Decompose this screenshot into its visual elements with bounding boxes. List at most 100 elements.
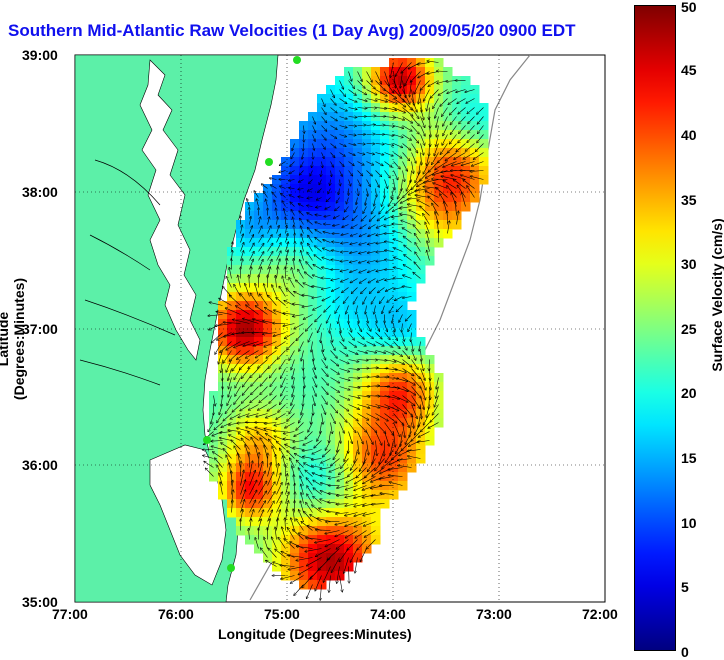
velocity-cell	[470, 193, 480, 203]
velocity-cell	[380, 301, 390, 311]
velocity-cell	[218, 400, 228, 410]
velocity-cell	[272, 184, 282, 194]
velocity-cell	[380, 283, 390, 293]
velocity-cell	[371, 508, 381, 518]
velocity-cell	[344, 283, 354, 293]
velocity-cell	[434, 391, 444, 401]
velocity-cell	[335, 256, 345, 266]
velocity-cell	[245, 481, 255, 491]
velocity-cell	[290, 175, 300, 185]
velocity-cell	[434, 400, 444, 410]
velocity-cell	[227, 355, 237, 365]
velocity-cell	[425, 85, 435, 95]
velocity-cell	[443, 211, 453, 221]
velocity-cell	[407, 175, 417, 185]
velocity-cell	[317, 256, 327, 266]
velocity-cell	[290, 409, 300, 419]
velocity-cell	[263, 499, 273, 509]
velocity-cell	[281, 535, 291, 545]
velocity-cell	[272, 193, 282, 203]
velocity-cell	[299, 256, 309, 266]
velocity-cell	[425, 247, 435, 257]
velocity-cell	[416, 76, 426, 86]
velocity-cell	[245, 499, 255, 509]
velocity-cell	[290, 301, 300, 311]
velocity-cell	[263, 265, 273, 275]
velocity-cell	[281, 409, 291, 419]
velocity-cell	[362, 220, 372, 230]
velocity-cell	[281, 166, 291, 176]
velocity-cell	[317, 526, 327, 536]
velocity-cell	[254, 409, 264, 419]
velocity-cell	[371, 526, 381, 536]
velocity-cell	[335, 193, 345, 203]
velocity-cell	[398, 238, 408, 248]
velocity-cell	[218, 463, 228, 473]
radar-station	[265, 158, 273, 166]
velocity-cell	[326, 472, 336, 482]
velocity-cell	[479, 139, 489, 149]
velocity-cell	[461, 193, 471, 203]
velocity-cell	[317, 499, 327, 509]
velocity-cell	[272, 436, 282, 446]
velocity-cell	[299, 337, 309, 347]
velocity-cell	[344, 211, 354, 221]
velocity-cell	[317, 211, 327, 221]
velocity-cell	[281, 400, 291, 410]
velocity-cell	[272, 319, 282, 329]
velocity-cell	[272, 238, 282, 248]
velocity-cell	[335, 454, 345, 464]
velocity-cell	[317, 220, 327, 230]
velocity-cell	[245, 490, 255, 500]
velocity-cell	[299, 454, 309, 464]
velocity-cell	[236, 238, 246, 248]
velocity-cell	[308, 544, 318, 554]
velocity-cell	[281, 175, 291, 185]
velocity-cell	[407, 247, 417, 257]
velocity-cell	[398, 472, 408, 482]
velocity-cell	[416, 418, 426, 428]
velocity-cell	[227, 265, 237, 275]
velocity-cell	[335, 220, 345, 230]
velocity-cell	[344, 535, 354, 545]
velocity-cell	[308, 463, 318, 473]
velocity-cell	[254, 355, 264, 365]
velocity-cell	[326, 220, 336, 230]
velocity-cell	[425, 202, 435, 212]
velocity-cell	[281, 337, 291, 347]
velocity-cell	[389, 301, 399, 311]
velocity-cell	[263, 517, 273, 527]
velocity-cell	[326, 274, 336, 284]
velocity-cell	[272, 247, 282, 257]
velocity-cell	[479, 103, 489, 113]
velocity-cell	[236, 508, 246, 518]
velocity-cell	[299, 508, 309, 518]
velocity-cell	[299, 409, 309, 419]
velocity-cell	[227, 328, 237, 338]
velocity-cell	[308, 499, 318, 509]
velocity-cell	[227, 463, 237, 473]
velocity-cell	[263, 220, 273, 230]
velocity-cell	[425, 67, 435, 77]
velocity-cell	[344, 472, 354, 482]
velocity-cell	[371, 535, 381, 545]
velocity-cell	[425, 256, 435, 266]
velocity-cell	[326, 202, 336, 212]
velocity-cell	[398, 310, 408, 320]
velocity-cell	[353, 211, 363, 221]
velocity-cell	[416, 220, 426, 230]
velocity-cell	[254, 310, 264, 320]
velocity-cell	[245, 238, 255, 248]
velocity-cell	[389, 454, 399, 464]
velocity-cell	[398, 436, 408, 446]
velocity-cell	[416, 454, 426, 464]
colorbar-tick: 50	[681, 0, 697, 14]
velocity-cell	[416, 265, 426, 275]
velocity-cell	[272, 211, 282, 221]
velocity-cell	[326, 454, 336, 464]
velocity-cell	[218, 346, 228, 356]
velocity-cell	[236, 229, 246, 239]
velocity-cell	[380, 220, 390, 230]
velocity-cell	[272, 265, 282, 275]
velocity-cell	[317, 283, 327, 293]
